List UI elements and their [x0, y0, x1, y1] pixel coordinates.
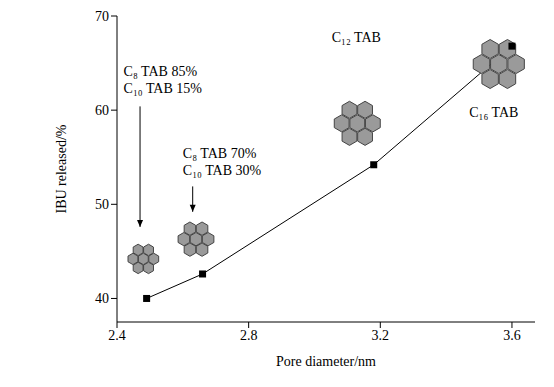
svg-text:60: 60	[95, 103, 109, 118]
svg-text:50: 50	[95, 197, 109, 212]
svg-text:C₁₂ TAB: C₁₂ TAB	[332, 30, 381, 45]
svg-text:Pore diameter/nm: Pore diameter/nm	[276, 354, 376, 369]
svg-text:70: 70	[95, 9, 109, 24]
svg-text:2.8: 2.8	[240, 328, 258, 343]
svg-text:3.2: 3.2	[372, 328, 390, 343]
svg-text:3.6: 3.6	[503, 328, 521, 343]
svg-text:2.4: 2.4	[108, 328, 126, 343]
svg-text:C₈ TAB 70%C₁₀ TAB 30%: C₈ TAB 70%C₁₀ TAB 30%	[183, 146, 262, 178]
svg-text:C₁₆ TAB: C₁₆ TAB	[469, 105, 518, 120]
svg-text:IBU released/%: IBU released/%	[54, 124, 69, 213]
svg-text:C₈ TAB 85%C₁₀ TAB 15%: C₈ TAB 85%C₁₀ TAB 15%	[124, 64, 203, 96]
svg-text:40: 40	[95, 291, 109, 306]
